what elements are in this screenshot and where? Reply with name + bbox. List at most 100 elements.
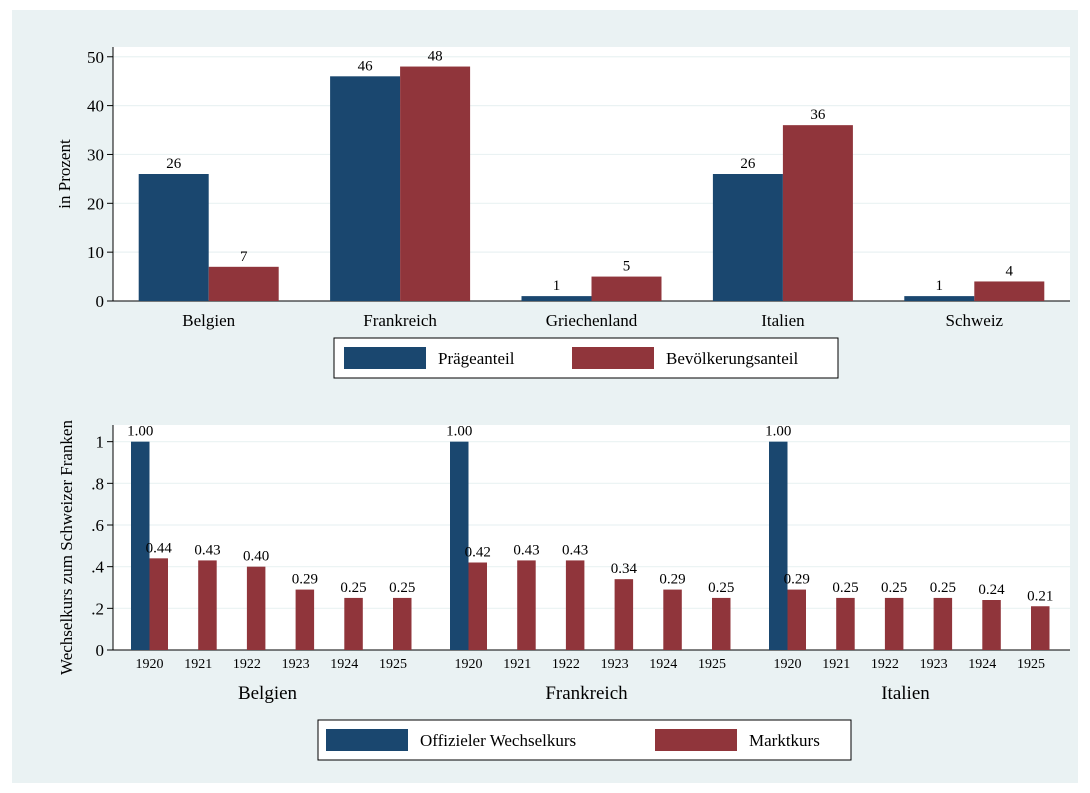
bar xyxy=(787,589,806,650)
y-tick-label: 10 xyxy=(87,243,104,262)
bar xyxy=(1031,606,1050,650)
bar-value-label: 0.25 xyxy=(708,580,734,596)
legend-label: Offizieler Wechselkurs xyxy=(420,731,576,750)
bar xyxy=(565,560,585,650)
x-year-label: 1925 xyxy=(698,657,726,672)
x-category-label: Belgien xyxy=(182,311,235,330)
legend-swatch xyxy=(655,729,737,751)
legend-label: Marktkurs xyxy=(749,731,820,750)
bar-value-label: 5 xyxy=(623,259,631,275)
bar-value-label: 0.43 xyxy=(194,542,220,558)
bar xyxy=(712,597,731,650)
bar xyxy=(521,296,592,301)
bar xyxy=(208,266,279,301)
bar-value-label: 0.34 xyxy=(611,561,638,577)
bar xyxy=(933,597,953,650)
x-category-label: Schweiz xyxy=(946,311,1004,330)
x-group-label: Italien xyxy=(881,683,930,704)
y-axis-title: in Prozent xyxy=(55,139,74,209)
bar-value-label: 0.21 xyxy=(1027,588,1053,604)
bar-value-label: 4 xyxy=(1006,263,1014,279)
bar-value-label: 1.00 xyxy=(446,424,472,440)
bar-value-label: 0.42 xyxy=(465,545,491,561)
bar xyxy=(782,125,853,302)
bar-value-label: 46 xyxy=(358,58,374,74)
y-tick-label: .4 xyxy=(91,558,104,577)
x-year-label: 1920 xyxy=(774,657,802,672)
bar-value-label: 0.25 xyxy=(340,580,366,596)
x-year-label: 1924 xyxy=(968,657,996,672)
x-year-label: 1923 xyxy=(282,657,310,672)
bar xyxy=(468,562,487,650)
bar-value-label: 1 xyxy=(936,278,944,294)
bar-value-label: 0.29 xyxy=(659,572,685,588)
bar-value-label: 48 xyxy=(428,49,443,65)
bar xyxy=(904,296,975,301)
y-tick-label: .2 xyxy=(91,599,104,618)
x-category-label: Italien xyxy=(761,311,805,330)
y-tick-label: .6 xyxy=(91,516,104,535)
bar xyxy=(131,441,150,650)
bar-value-label: 1 xyxy=(553,278,561,294)
y-axis-title: Wechselkurs zum Schweizer Franken xyxy=(57,420,76,675)
bar-value-label: 36 xyxy=(810,107,826,123)
plot-area-2 xyxy=(113,425,1070,650)
bar xyxy=(149,558,168,650)
bar xyxy=(663,589,682,650)
bar-value-label: 0.29 xyxy=(292,572,318,588)
x-year-label: 1921 xyxy=(822,657,850,672)
x-year-label: 1924 xyxy=(649,657,677,672)
bar-value-label: 0.29 xyxy=(784,572,810,588)
x-year-label: 1923 xyxy=(601,657,629,672)
y-tick-label: 0 xyxy=(96,641,105,660)
legend-label: Prägeanteil xyxy=(438,349,515,368)
y-tick-label: 1 xyxy=(96,433,105,452)
bar-value-label: 0.24 xyxy=(978,582,1005,598)
x-year-label: 1922 xyxy=(233,657,261,672)
x-group-label: Belgien xyxy=(238,683,298,704)
legend-swatch xyxy=(572,347,654,369)
y-tick-label: 0 xyxy=(96,292,105,311)
bar-value-label: 0.43 xyxy=(513,542,539,558)
x-year-label: 1923 xyxy=(920,657,948,672)
bar-value-label: 0.25 xyxy=(832,580,858,596)
x-category-label: Frankreich xyxy=(363,311,437,330)
bar-value-label: 26 xyxy=(740,156,756,172)
bar-value-label: 0.25 xyxy=(389,580,415,596)
y-tick-label: 50 xyxy=(87,48,104,67)
x-group-label: Frankreich xyxy=(545,683,628,704)
bar xyxy=(517,560,536,650)
bar-value-label: 1.00 xyxy=(765,424,791,440)
x-year-label: 1921 xyxy=(503,657,531,672)
bar-value-label: 0.44 xyxy=(146,540,173,556)
bar xyxy=(836,597,855,650)
x-year-label: 1924 xyxy=(330,657,358,672)
bar xyxy=(344,597,363,650)
plot-area-1 xyxy=(113,47,1070,301)
bar xyxy=(974,281,1045,301)
bar-value-label: 7 xyxy=(240,249,248,265)
bar xyxy=(400,66,471,302)
bar xyxy=(982,600,1001,650)
bar xyxy=(884,597,904,650)
bar xyxy=(330,76,401,301)
bar xyxy=(246,566,266,650)
x-year-label: 1922 xyxy=(871,657,899,672)
bar-value-label: 0.25 xyxy=(881,580,907,596)
x-year-label: 1920 xyxy=(455,657,483,672)
legend-swatch xyxy=(326,729,408,751)
bar xyxy=(450,441,469,650)
legend-label: Bevölkerungsanteil xyxy=(666,349,798,368)
x-year-label: 1920 xyxy=(136,657,164,672)
bar xyxy=(591,276,662,301)
bar-value-label: 0.25 xyxy=(930,580,956,596)
bar xyxy=(198,560,217,650)
bar xyxy=(712,174,783,301)
y-tick-label: 30 xyxy=(87,145,104,164)
x-year-label: 1922 xyxy=(552,657,580,672)
x-category-label: Griechenland xyxy=(546,311,638,330)
bar-value-label: 26 xyxy=(166,156,182,172)
legend-swatch xyxy=(344,347,426,369)
y-tick-label: .8 xyxy=(91,474,104,493)
bar xyxy=(138,174,209,301)
